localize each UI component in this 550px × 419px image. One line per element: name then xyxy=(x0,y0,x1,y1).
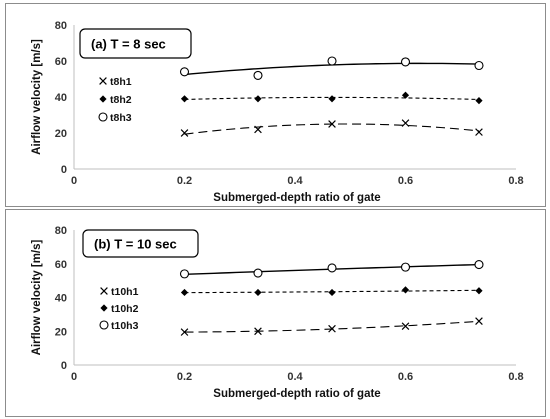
chart-a-y-tick-label: 60 xyxy=(55,56,67,68)
chart-b-x-tick-label: 0.8 xyxy=(508,371,523,383)
chart-a-point-t8h1 xyxy=(180,129,189,137)
chart-b-point-t10h3 xyxy=(400,262,411,272)
chart-b-y-axis-title: Airflow velocity [m/s] xyxy=(31,240,43,356)
chart-a-point-t8h1 xyxy=(401,119,410,127)
chart-b-legend-marker-t10h3 xyxy=(99,320,109,330)
chart-a-y-tick-label: 40 xyxy=(55,92,67,104)
chart-b-trendline-t10h1 xyxy=(184,320,480,333)
chart-a-x-tick-label: 0 xyxy=(71,175,77,187)
chart-b-point-t10h1 xyxy=(401,322,410,331)
chart-b-x-tick-label: 0 xyxy=(71,371,77,383)
chart-a-legend-marker-t8h1 xyxy=(99,77,107,85)
chart-a-title: (a) T = 8 sec xyxy=(91,37,166,52)
chart-a-point-t8h2 xyxy=(180,95,189,103)
chart-b-y-tick-label: 0 xyxy=(61,360,67,372)
chart-b-legend-marker-t10h2 xyxy=(100,304,108,312)
chart-b-x-tick-label: 0.4 xyxy=(287,371,303,383)
chart-b-x-tick-label: 0.6 xyxy=(398,371,413,383)
chart-b-legend-marker-t10h1 xyxy=(100,287,108,295)
chart-a-point-t8h3 xyxy=(179,67,190,77)
chart-a-legend-marker-t8h2 xyxy=(99,95,107,103)
chart-a-legend-label: t8h2 xyxy=(110,94,132,106)
chart-b-point-t10h2 xyxy=(401,286,410,294)
chart-a-point-t8h3 xyxy=(327,56,337,66)
chart-b-point-t10h2 xyxy=(475,287,483,295)
chart-a-x-tick-label: 0.4 xyxy=(287,175,303,187)
chart-b-y-tick-label: 20 xyxy=(55,326,67,338)
chart-a-x-axis-title: Submerged-depth ratio of gate xyxy=(213,192,380,204)
chart-a-point-t8h2 xyxy=(401,91,410,99)
chart-b-point-t10h2 xyxy=(328,288,336,297)
chart-b-point-t10h2 xyxy=(180,288,189,297)
chart-b-y-tick-label: 40 xyxy=(55,293,67,305)
chart-a-point-t8h1 xyxy=(475,128,483,136)
chart-b-x-axis-title: Submerged-depth ratio of gate xyxy=(213,388,380,400)
chart-b-svg: 0 20 40 60 80 0 0.2 0.4 0.6 0.8 Submerged-depth ra… xyxy=(31,225,524,400)
chart-panel-a: 0 20 40 60 80 0 0.2 0.4 0.6 0.8 Submerged-depth ra… xyxy=(5,3,546,207)
chart-a-legend-marker-t8h3 xyxy=(98,112,108,122)
chart-panel-b: 0 20 40 60 80 0 0.2 0.4 0.6 0.8 Submerged-depth ra… xyxy=(5,209,546,417)
chart-a-point-t8h3 xyxy=(474,60,484,71)
chart-a-point-t8h1 xyxy=(328,120,336,128)
chart-b-point-t10h1 xyxy=(180,328,189,336)
chart-a-x-tick-label: 0.8 xyxy=(508,175,523,187)
chart-b-point-t10h3 xyxy=(179,269,190,279)
chart-a-y-tick-label: 0 xyxy=(61,164,67,176)
chart-b-y-tick-label: 80 xyxy=(55,225,67,237)
chart-b-point-t10h3 xyxy=(253,268,263,278)
chart-a-point-t8h1 xyxy=(254,125,262,134)
chart-a-point-t8h2 xyxy=(475,97,483,105)
chart-b-y-tick-label: 60 xyxy=(55,259,67,271)
chart-b-title-box xyxy=(82,229,199,258)
chart-b-point-t10h2 xyxy=(254,288,262,297)
chart-b-point-t10h3 xyxy=(474,260,484,270)
chart-a-svg: 0 20 40 60 80 0 0.2 0.4 0.6 0.8 Submerged-depth ra… xyxy=(31,20,524,204)
chart-a-title-box xyxy=(79,28,192,59)
chart-a-y-axis-title: Airflow velocity [m/s] xyxy=(31,39,43,155)
chart-b-point-t10h1 xyxy=(254,327,262,336)
chart-b-point-t10h3 xyxy=(327,263,337,273)
chart-a-legend-label: t8h1 xyxy=(110,76,132,88)
chart-b-legend-label: t10h2 xyxy=(111,303,139,315)
chart-a-y-tick-label: 80 xyxy=(55,20,67,32)
chart-a-point-t8h3 xyxy=(253,70,263,80)
chart-a-y-tick-label: 20 xyxy=(55,128,67,140)
chart-b-x-tick-label: 0.2 xyxy=(177,371,192,383)
chart-a-point-t8h3 xyxy=(400,57,411,67)
chart-b-title: (b) T = 10 sec xyxy=(94,237,177,252)
chart-a-point-t8h2 xyxy=(328,95,336,103)
chart-a-trendline-t8h1 xyxy=(184,123,480,135)
chart-a-legend-label: t8h3 xyxy=(110,112,132,124)
chart-a-x-tick-label: 0.6 xyxy=(398,175,413,187)
chart-b-point-t10h1 xyxy=(328,324,336,333)
chart-b-point-t10h1 xyxy=(475,317,483,325)
chart-b-legend-label: t10h1 xyxy=(111,286,139,298)
chart-a-point-t8h2 xyxy=(254,95,262,103)
chart-b-legend-label: t10h3 xyxy=(111,320,139,332)
chart-a-x-tick-label: 0.2 xyxy=(177,175,192,187)
